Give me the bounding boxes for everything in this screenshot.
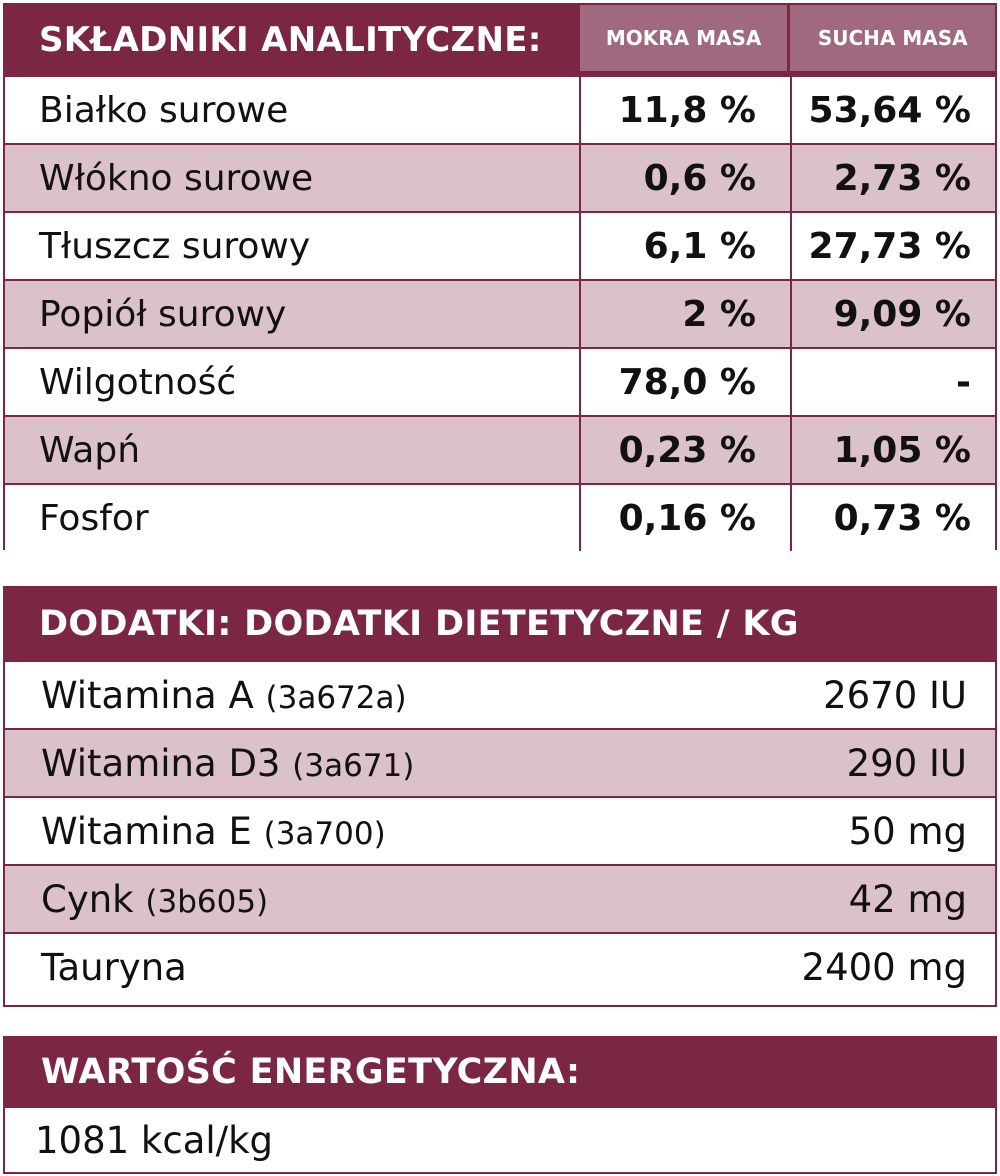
table-row: Tłuszcz surowy 6,1 % 27,73 % bbox=[5, 211, 995, 279]
additive-value: 2400 mg bbox=[801, 945, 967, 989]
table-row: Białko surowe 11,8 % 53,64 % bbox=[5, 75, 995, 143]
energy-header: WARTOŚĆ ENERGETYCZNA: bbox=[5, 1038, 995, 1106]
nutrient-label: Wilgotność bbox=[39, 361, 237, 403]
additive-code: (3a672a) bbox=[265, 679, 407, 716]
table-row: Fosfor 0,16 % 0,73 % bbox=[5, 483, 995, 551]
additive-label: Witamina E (3a700) bbox=[41, 810, 386, 853]
analytic-title: SKŁADNIKI ANALITYCZNE: bbox=[39, 20, 542, 60]
table-row: Popiół surowy 2 % 9,09 % bbox=[5, 279, 995, 347]
table-row: Wapń 0,23 % 1,05 % bbox=[5, 415, 995, 483]
dry-mass-value: 27,73 % bbox=[790, 213, 995, 279]
additive-value: 290 IU bbox=[846, 741, 967, 785]
table-row: Wilgotność 78,0 % - bbox=[5, 347, 995, 415]
dry-mass-value: 9,09 % bbox=[790, 281, 995, 347]
nutrient-label: Popiół surowy bbox=[39, 293, 287, 335]
energy-title: WARTOŚĆ ENERGETYCZNA: bbox=[41, 1052, 581, 1092]
energy-table: WARTOŚĆ ENERGETYCZNA: 1081 kcal/kg bbox=[3, 1036, 997, 1174]
additive-name: Witamina E bbox=[41, 809, 252, 853]
additive-code: (3a671) bbox=[292, 747, 415, 784]
dry-mass-value: - bbox=[790, 349, 995, 415]
wet-mass-value: 2 % bbox=[579, 281, 790, 347]
additives-header: DODATKI: DODATKI DIETETYCZNE / KG bbox=[5, 588, 995, 660]
additive-code: (3b605) bbox=[145, 883, 269, 920]
wet-mass-value: 78,0 % bbox=[579, 349, 790, 415]
additive-name: Witamina A bbox=[41, 673, 254, 717]
analytic-table: SKŁADNIKI ANALITYCZNE: MOKRA MASA SUCHA … bbox=[3, 3, 997, 551]
energy-value: 1081 kcal/kg bbox=[35, 1118, 274, 1162]
table-row: Witamina A (3a672a) 2670 IU bbox=[5, 660, 995, 728]
additive-value: 2670 IU bbox=[823, 673, 967, 717]
wet-mass-value: 0,23 % bbox=[579, 417, 790, 483]
wet-mass-value: 6,1 % bbox=[579, 213, 790, 279]
dry-mass-value: 2,73 % bbox=[790, 145, 995, 211]
additive-label: Witamina A (3a672a) bbox=[41, 674, 407, 717]
table-row: Tauryna 2400 mg bbox=[5, 932, 995, 1000]
additive-label: Cynk (3b605) bbox=[41, 878, 268, 921]
additive-code: (3a700) bbox=[263, 815, 386, 852]
additive-name: Witamina D3 bbox=[41, 741, 281, 785]
additive-name: Tauryna bbox=[41, 945, 187, 989]
table-row: Cynk (3b605) 42 mg bbox=[5, 864, 995, 932]
nutrient-label: Wapń bbox=[39, 429, 141, 471]
table-row: Witamina E (3a700) 50 mg bbox=[5, 796, 995, 864]
additive-label: Tauryna bbox=[41, 946, 187, 989]
nutrient-label: Tłuszcz surowy bbox=[39, 225, 311, 267]
additives-table: DODATKI: DODATKI DIETETYCZNE / KG Witami… bbox=[3, 586, 997, 1007]
dry-mass-value: 0,73 % bbox=[790, 485, 995, 551]
table-row: Włókno surowe 0,6 % 2,73 % bbox=[5, 143, 995, 211]
dry-mass-value: 1,05 % bbox=[790, 417, 995, 483]
dry-mass-column-header: SUCHA MASA bbox=[790, 5, 995, 71]
table-row: Witamina D3 (3a671) 290 IU bbox=[5, 728, 995, 796]
dry-mass-value: 53,64 % bbox=[790, 77, 995, 143]
additive-value: 50 mg bbox=[848, 809, 967, 853]
additive-label: Witamina D3 (3a671) bbox=[41, 742, 414, 785]
wet-mass-column-header: MOKRA MASA bbox=[579, 5, 788, 71]
wet-mass-value: 0,16 % bbox=[579, 485, 790, 551]
additive-name: Cynk bbox=[41, 877, 134, 921]
analytic-header: SKŁADNIKI ANALITYCZNE: MOKRA MASA SUCHA … bbox=[5, 5, 995, 75]
nutrient-label: Białko surowe bbox=[39, 89, 289, 131]
additives-title: DODATKI: DODATKI DIETETYCZNE / KG bbox=[39, 604, 799, 644]
wet-mass-value: 0,6 % bbox=[579, 145, 790, 211]
nutrient-label: Fosfor bbox=[39, 497, 149, 539]
nutrient-label: Włókno surowe bbox=[39, 157, 314, 199]
additive-value: 42 mg bbox=[848, 877, 967, 921]
table-row: 1081 kcal/kg bbox=[5, 1106, 995, 1172]
wet-mass-value: 11,8 % bbox=[579, 77, 790, 143]
